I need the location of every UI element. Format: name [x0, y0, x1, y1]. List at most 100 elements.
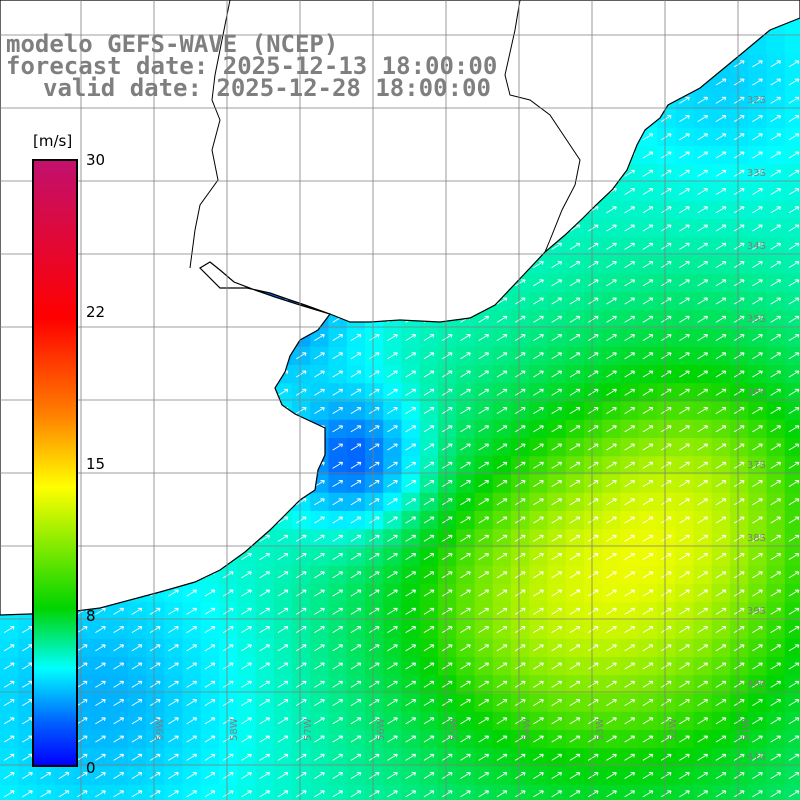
wind-arrow [697, 553, 709, 561]
wind-arrow [423, 425, 435, 433]
wind-arrow [496, 790, 508, 798]
wind-arrow [460, 772, 471, 780]
wind-arrow [387, 607, 398, 615]
wind-cell [784, 91, 800, 111]
wind-arrow [204, 717, 216, 725]
wind-arrow [204, 589, 216, 597]
wind-arrow [733, 370, 745, 378]
wind-arrow [441, 534, 453, 542]
wind-arrow [95, 680, 106, 688]
wind-arrow [788, 753, 800, 761]
wind-arrow [715, 133, 727, 141]
wind-arrow [514, 553, 526, 561]
wind-arrow [642, 553, 654, 561]
wind-arrow [697, 297, 709, 305]
wind-arrow [496, 334, 508, 342]
wind-arrow [569, 753, 581, 761]
wind-arrow [514, 534, 526, 542]
wind-arrow [715, 334, 727, 342]
wind-arrow [204, 772, 216, 780]
wind-arrow [76, 772, 88, 780]
wind-arrow [770, 334, 782, 342]
wind-arrow [606, 626, 617, 634]
lon-label: 54W [522, 718, 533, 741]
wind-arrow [131, 699, 143, 707]
wind-arrow [423, 461, 435, 469]
wind-arrow [478, 425, 490, 433]
wind-arrow [752, 516, 763, 524]
wind-arrow [149, 753, 161, 761]
wind-arrow [660, 753, 672, 761]
wind-arrow [770, 388, 782, 396]
lon-label: 53W [595, 718, 606, 741]
wind-arrow [679, 315, 690, 323]
wind-arrow [679, 461, 690, 469]
lon-label: 58W [229, 718, 240, 741]
wind-arrow [332, 772, 344, 780]
wind-arrow [241, 571, 252, 579]
wind-arrow [642, 242, 654, 250]
wind-arrow [460, 480, 471, 488]
wind-cell [492, 784, 512, 800]
wind-arrow [131, 626, 143, 634]
wind-arrow [222, 644, 234, 652]
wind-arrow [788, 699, 800, 707]
wind-arrow [679, 589, 690, 597]
wind-arrow [569, 480, 581, 488]
wind-arrow [168, 680, 179, 688]
wind-arrow [679, 242, 690, 250]
wind-arrow [660, 626, 672, 634]
wind-arrow [332, 790, 344, 798]
wind-arrow [460, 407, 471, 415]
wind-arrow [788, 96, 800, 104]
wind-cell [365, 784, 384, 800]
wind-arrow [642, 753, 654, 761]
wind-arrow [405, 461, 417, 469]
wind-arrow [551, 315, 563, 323]
wind-arrow [423, 334, 435, 342]
wind-arrow [587, 699, 599, 707]
wind-arrow [95, 644, 106, 652]
wind-cell [766, 36, 786, 56]
wind-arrow [168, 790, 179, 798]
wind-arrow [679, 370, 690, 378]
wind-arrow [642, 772, 654, 780]
wind-arrow [314, 717, 325, 725]
wind-arrow [679, 443, 690, 451]
wind-arrow [551, 662, 563, 670]
wind-arrow [569, 699, 581, 707]
wind-arrow [788, 571, 800, 579]
wind-arrow [405, 370, 417, 378]
wind-arrow [259, 753, 271, 761]
wind-arrow [587, 297, 599, 305]
wind-arrow [423, 388, 435, 396]
wind-arrow [788, 169, 800, 177]
wind-arrow [332, 699, 344, 707]
wind-arrow [368, 480, 380, 488]
wind-cell [784, 219, 800, 238]
wind-arrow [770, 772, 782, 780]
wind-cell [784, 54, 800, 74]
wind-cell [511, 784, 530, 800]
wind-arrow [350, 498, 362, 506]
wind-arrow [788, 279, 800, 287]
wind-cell [784, 675, 800, 695]
wind-arrow [332, 735, 344, 743]
wind-arrow [587, 425, 599, 433]
wind-arrow [569, 571, 581, 579]
wind-arrow [551, 480, 563, 488]
wind-arrow [569, 407, 581, 415]
colorbar-unit: [m/s] [33, 132, 73, 150]
wind-arrow [441, 626, 453, 634]
wind-arrow [788, 498, 800, 506]
wind-arrow [496, 388, 508, 396]
colorbar-tick-8: 8 [86, 607, 96, 625]
wind-arrow [679, 188, 690, 196]
wind-arrow [533, 498, 544, 506]
wind-arrow [496, 626, 508, 634]
wind-arrow [533, 790, 544, 798]
wind-arrow [387, 662, 398, 670]
wind-arrow [551, 607, 563, 615]
wind-arrow [149, 644, 161, 652]
wind-arrow [460, 498, 471, 506]
